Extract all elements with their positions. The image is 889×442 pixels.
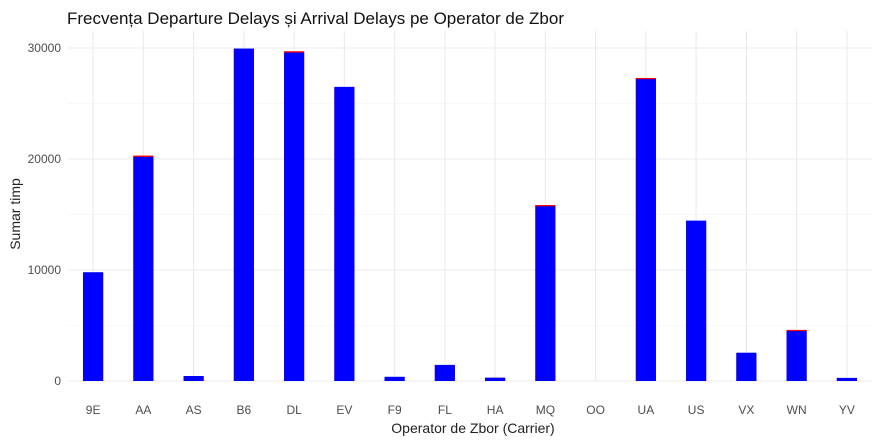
x-tick-label: FL (438, 403, 452, 417)
x-axis-title: Operator de Zbor (Carrier) (391, 420, 554, 436)
bar-blue-AA (133, 156, 154, 381)
bar-blue-AS (183, 376, 204, 381)
bar-red-cap-MQ (535, 205, 556, 207)
x-tick-label: F9 (388, 403, 402, 417)
bar-blue-F9 (384, 376, 405, 381)
bar-red-cap-DL (284, 51, 305, 53)
grid (68, 31, 872, 382)
x-tick-label: HA (487, 403, 504, 417)
x-axis-ticks: 9E AA AS B6 DL EV F9 FL HA MQ OO UA US VX WN YV (86, 403, 855, 417)
bar-blue-FL (434, 364, 455, 381)
bar-blue-HA (485, 377, 506, 381)
bar-blue-UA (635, 78, 656, 382)
x-tick-label: DL (286, 403, 302, 417)
bars (83, 48, 857, 382)
bar-blue-DL (284, 51, 305, 381)
x-tick-label: US (688, 403, 705, 417)
y-tick-label: 0 (54, 374, 61, 388)
y-tick-label: 10000 (28, 263, 62, 277)
x-tick-label: MQ (536, 403, 555, 417)
bar-blue-YV (836, 377, 857, 381)
bar-blue-MQ (535, 205, 556, 381)
bar-blue-VX (736, 352, 757, 381)
x-tick-label: UA (638, 403, 655, 417)
bar-blue-US (686, 220, 707, 381)
x-tick-label: EV (336, 403, 352, 417)
bar-red-cap-AA (133, 155, 154, 157)
bar-blue-WN (786, 330, 807, 381)
bar-blue-B6 (233, 48, 254, 382)
x-tick-label: OO (586, 403, 605, 417)
x-tick-label: B6 (237, 403, 252, 417)
bar-blue-9E (83, 272, 104, 381)
x-tick-label: YV (839, 403, 855, 417)
x-tick-label: VX (738, 403, 754, 417)
chart-title: Frecvența Departure Delays și Arrival De… (67, 9, 564, 28)
x-tick-label: AS (186, 403, 202, 417)
x-tick-label: 9E (86, 403, 101, 417)
bar-blue-EV (334, 86, 355, 381)
y-axis-ticks: 0 10000 20000 30000 (28, 41, 62, 388)
y-axis-title: Sumar timp (7, 178, 23, 250)
y-tick-label: 20000 (28, 152, 62, 166)
y-tick-label: 30000 (28, 41, 62, 55)
x-tick-label: WN (787, 403, 807, 417)
x-tick-label: AA (135, 403, 151, 417)
bar-red-cap-WN (786, 329, 807, 332)
bar-red-cap-UA (635, 77, 656, 80)
